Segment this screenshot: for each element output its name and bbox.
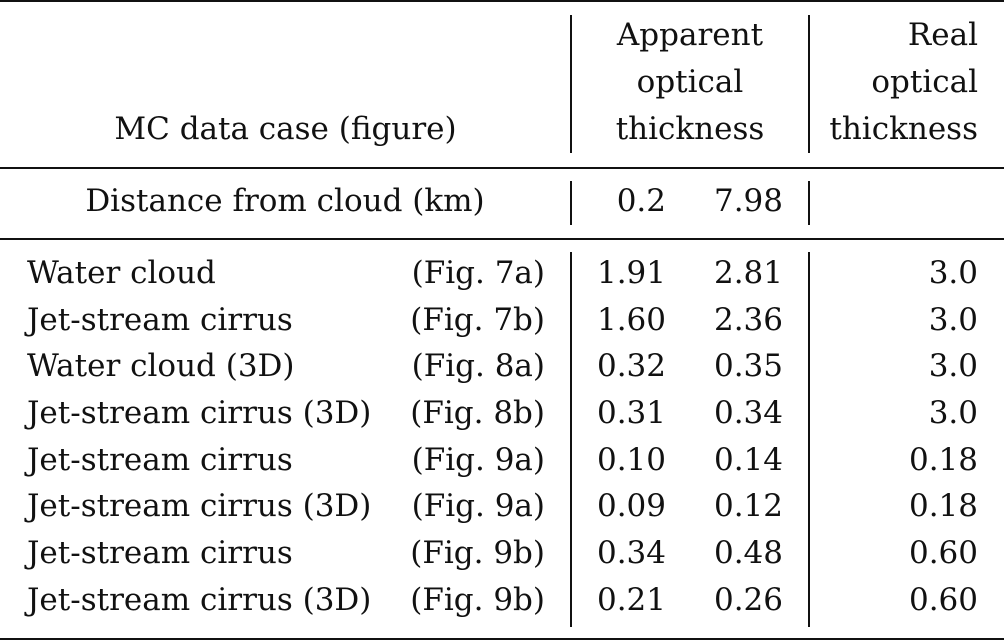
real-value: 0.18: [908, 488, 978, 524]
case-label: Jet-stream cirrus (3D): [27, 582, 372, 618]
real-value: 3.0: [928, 348, 978, 384]
figure-ref: (Fig. 8a): [411, 348, 545, 384]
bottom-rule: [0, 638, 1004, 640]
case-label: Jet-stream cirrus (3D): [27, 488, 372, 524]
header-apparent-line-3: thickness: [615, 111, 765, 147]
real-value: 0.18: [908, 442, 978, 478]
body-divider-left: [570, 252, 572, 627]
case-label: Jet-stream cirrus (3D): [27, 395, 372, 431]
real-value: 3.0: [928, 255, 978, 291]
figure-ref: (Fig. 9a): [411, 488, 545, 524]
header-case: MC data case (figure): [114, 111, 457, 147]
header-apparent-line-1: Apparent: [616, 17, 764, 53]
case-label: Jet-stream cirrus: [27, 535, 293, 571]
figure-ref: (Fig. 9a): [411, 442, 545, 478]
real-value: 3.0: [928, 302, 978, 338]
apparent-near-value: 0.34: [596, 535, 666, 571]
apparent-far-value: 0.34: [713, 395, 783, 431]
header-apparent-line-2: optical: [636, 64, 744, 100]
apparent-far-value: 2.81: [713, 255, 783, 291]
apparent-near-value: 0.32: [596, 348, 666, 384]
apparent-far-value: 0.12: [713, 488, 783, 524]
apparent-far-value: 0.35: [713, 348, 783, 384]
apparent-far-value: 0.26: [713, 582, 783, 618]
body-divider-right: [808, 252, 810, 627]
real-value: 0.60: [908, 535, 978, 571]
distance-near: 0.2: [616, 183, 666, 219]
figure-ref: (Fig. 9b): [410, 582, 545, 618]
real-value: 0.60: [908, 582, 978, 618]
apparent-near-value: 0.09: [596, 488, 666, 524]
apparent-far-value: 0.14: [713, 442, 783, 478]
distance-divider-right: [808, 181, 810, 225]
apparent-near-value: 1.91: [596, 255, 666, 291]
distance-divider-left: [570, 181, 572, 225]
header-real-line-1: Real: [907, 17, 978, 53]
case-label: Water cloud: [27, 255, 216, 291]
figure-ref: (Fig. 7b): [410, 302, 545, 338]
apparent-near-value: 0.10: [596, 442, 666, 478]
header-real-line-3: thickness: [829, 111, 978, 147]
figure-ref: (Fig. 7a): [411, 255, 545, 291]
apparent-far-value: 0.48: [713, 535, 783, 571]
distance-far: 7.98: [713, 183, 783, 219]
apparent-near-value: 0.31: [596, 395, 666, 431]
distance-label: Distance from cloud (km): [85, 183, 485, 219]
real-value: 3.0: [928, 395, 978, 431]
header-real-line-2: optical: [871, 64, 978, 100]
apparent-near-value: 1.60: [596, 302, 666, 338]
header-rule: [0, 167, 1004, 169]
case-label: Water cloud (3D): [27, 348, 295, 384]
case-label: Jet-stream cirrus: [27, 442, 293, 478]
case-label: Jet-stream cirrus: [27, 302, 293, 338]
apparent-near-value: 0.21: [596, 582, 666, 618]
top-rule: [0, 0, 1004, 2]
apparent-far-value: 2.36: [713, 302, 783, 338]
figure-ref: (Fig. 9b): [410, 535, 545, 571]
header-divider-right: [808, 15, 810, 153]
figure-ref: (Fig. 8b): [410, 395, 545, 431]
header-divider-left: [570, 15, 572, 153]
distance-row-rule: [0, 238, 1004, 240]
